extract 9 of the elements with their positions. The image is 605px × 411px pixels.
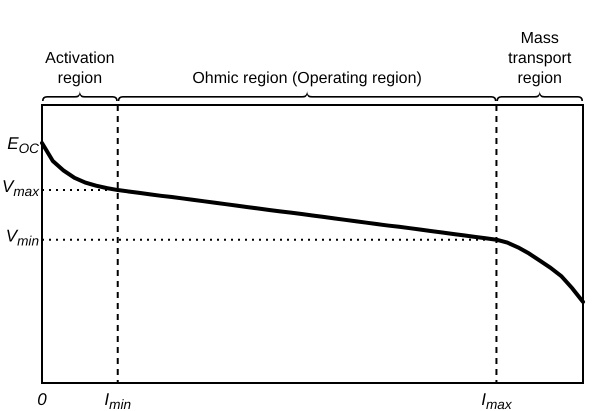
text: Activation region [45,50,115,87]
text: Ohmic region (Operating region) [192,70,422,87]
x-tick-label: I$_{min}$ [104,390,132,411]
text: Mass transport region [508,30,572,87]
ref-line-label: V$_{min}$ [6,226,39,249]
ref-line-label: V$_{max}$ [2,177,40,200]
x-tick-label: 0 [37,390,48,409]
text: E$_{OC}$ [7,134,40,156]
x-tick-label: I$_{max}$ [481,390,513,411]
